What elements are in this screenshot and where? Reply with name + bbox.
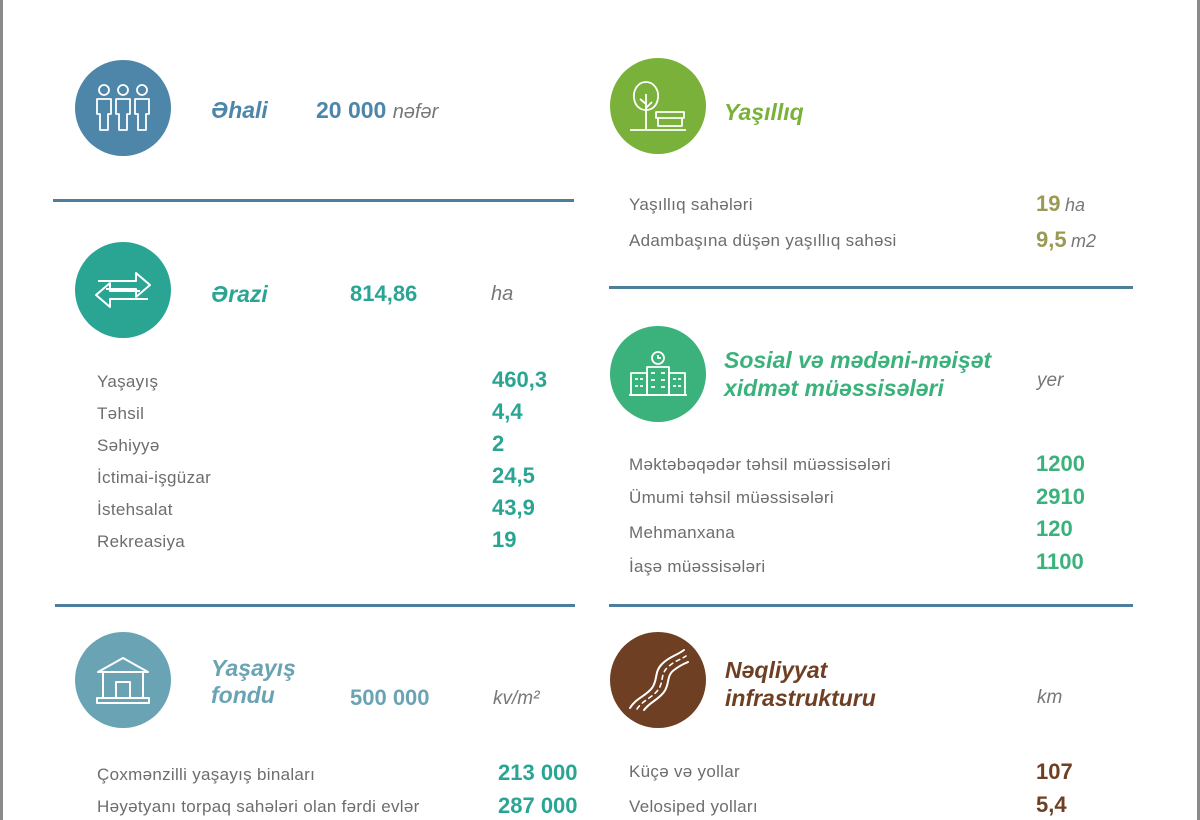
green-row-number: 9,5 [1036, 227, 1067, 252]
area-row-label: İctimai-işgüzar [97, 468, 212, 487]
social-row-value: 2910 [1036, 484, 1085, 509]
green-row-unit: m2 [1071, 231, 1097, 251]
housing-title-line1: Yaşayış [211, 655, 296, 681]
green-row-value: 9,5 m2 [1036, 227, 1096, 253]
arrows-exchange-icon [95, 272, 151, 308]
housing-row-value: 287 000 [498, 793, 578, 818]
transport-title-line2: infrastrukturu [725, 685, 876, 711]
area-row-label: Rekreasiya [97, 532, 186, 551]
area-unit: ha [491, 283, 514, 305]
housing-unit: kv/m² [493, 688, 540, 709]
area-row-value: 24,5 [492, 463, 535, 488]
population-value: 20 000 nəfər [316, 97, 438, 124]
divider [609, 604, 1133, 607]
area-row-value: 43,9 [492, 495, 535, 520]
social-row-label: Mehmanxana [629, 523, 736, 542]
green-row-number: 19 [1036, 191, 1061, 216]
area-row-value: 19 [492, 527, 517, 552]
area-row-label: Yaşayış [97, 372, 159, 391]
social-row-label: Məktəbəqədər təhsil müəssisələri [629, 455, 891, 474]
green-row-label: Yaşıllıq sahələri [629, 195, 753, 214]
divider [53, 199, 574, 202]
area-row-label: İstehsalat [97, 500, 173, 519]
green-row-label: Adambaşına düşən yaşıllıq sahəsi [629, 231, 897, 250]
housing-circle [75, 632, 171, 728]
divider [55, 604, 575, 607]
social-title-line1: Sosial və mədəni-məişət [724, 347, 992, 373]
area-title: Ərazi [211, 281, 268, 307]
green-row-unit: ha [1064, 195, 1085, 215]
page-frame-left [0, 0, 3, 820]
housing-total: 500 000 [350, 685, 430, 710]
social-row-label: İaşə müəssisələri [629, 557, 766, 576]
social-row-label: Ümumi təhsil müəssisələri [629, 488, 834, 507]
population-number: 20 000 [316, 97, 387, 123]
green-title: Yaşıllıq [724, 99, 804, 125]
transport-circle [610, 632, 706, 728]
page-frame-right [1197, 0, 1200, 820]
population-unit: nəfər [392, 101, 439, 123]
area-row-value: 460,3 [492, 367, 548, 392]
transport-title-line1: Nəqliyyat [725, 657, 828, 683]
social-row-value: 120 [1036, 516, 1073, 541]
housing-title-line2: fondu [211, 682, 275, 708]
area-row-label: Səhiyyə [97, 436, 160, 455]
social-circle [610, 326, 706, 422]
transport-row-label: Küçə və yollar [629, 762, 740, 781]
building-clock-icon [629, 351, 687, 396]
transport-row-value: 5,4 [1036, 792, 1067, 817]
area-row-value: 2 [492, 431, 505, 456]
transport-row-label: Velosiped yolları [629, 797, 758, 816]
tree-bench-icon [630, 81, 686, 131]
social-title-line2: xidmət müəssisələri [724, 375, 944, 401]
social-row-value: 1100 [1036, 549, 1084, 574]
green-row-value: 19 ha [1036, 191, 1085, 217]
area-row-label: Təhsil [97, 404, 145, 423]
green-circle [610, 58, 706, 154]
road-icon [629, 649, 689, 711]
housing-row-value: 213 000 [498, 760, 578, 785]
housing-row-label: Çoxmənzilli yaşayış binaları [97, 765, 316, 784]
area-row-value: 4,4 [492, 399, 523, 424]
population-circle [75, 60, 171, 156]
area-circle [75, 242, 171, 338]
population-title: Əhali [211, 97, 268, 123]
social-unit: yer [1037, 370, 1064, 391]
divider [609, 286, 1133, 289]
house-icon [96, 657, 150, 704]
area-total: 814,86 [350, 281, 418, 306]
social-row-value: 1200 [1036, 451, 1085, 476]
people-icon [96, 84, 150, 131]
housing-row-label: Həyətyanı torpaq sahələri olan fərdi evl… [97, 797, 420, 816]
transport-row-value: 107 [1036, 759, 1073, 784]
transport-unit: km [1037, 687, 1063, 708]
